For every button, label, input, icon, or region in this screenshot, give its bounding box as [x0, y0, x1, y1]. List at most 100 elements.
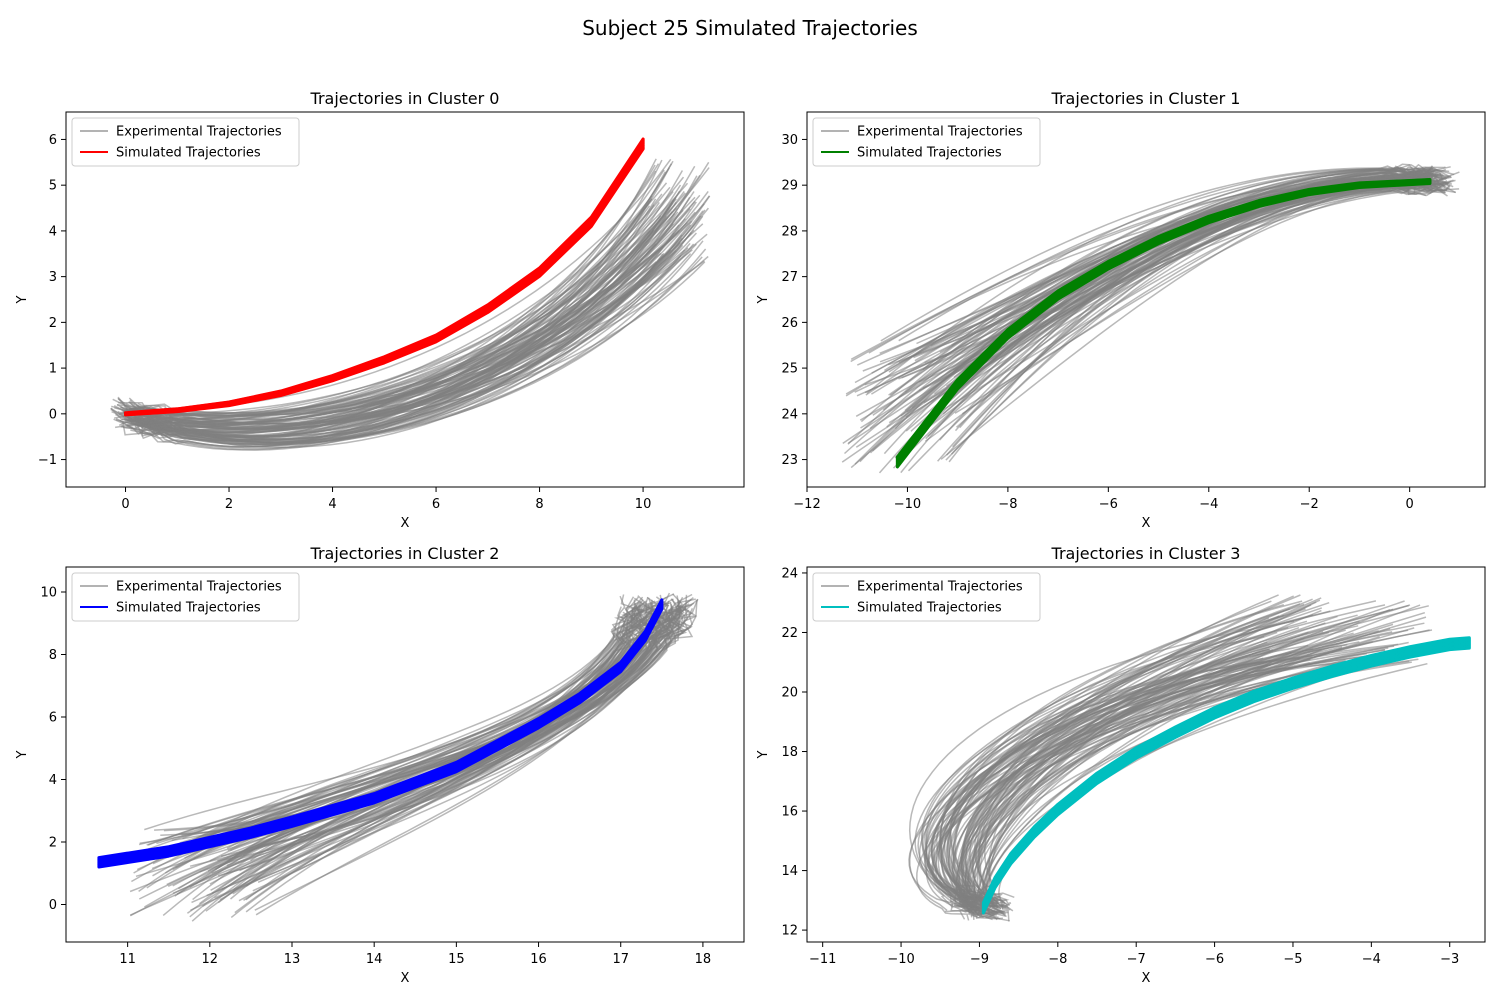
legend: Experimental Trajectories Simulated Traje…	[812, 117, 1041, 167]
x-axis-label: X	[1142, 971, 1151, 986]
y-tick-label: 16	[781, 805, 798, 820]
legend-box	[812, 572, 1041, 622]
experimental-trajectory	[939, 635, 1265, 912]
x-tick-label: 10	[635, 497, 652, 512]
y-axis-label: Y	[15, 295, 30, 304]
subplot-title: Trajectories in Cluster 3	[1051, 544, 1241, 563]
experimental-trajectory	[944, 645, 1395, 901]
experimental-trajectory	[953, 598, 1313, 911]
x-tick-label: −8	[1048, 952, 1067, 967]
experimental-trajectory	[130, 163, 660, 438]
experimental-trajectory	[134, 244, 664, 431]
legend: Experimental Trajectories Simulated Traje…	[71, 572, 300, 622]
y-tick-label: 10	[40, 586, 57, 601]
experimental-trajectory	[256, 602, 667, 847]
experimental-trajectory	[945, 171, 1444, 387]
y-tick-label: 3	[49, 270, 57, 285]
legend-label-experimental: Experimental Trajectories	[857, 580, 1023, 595]
y-tick-label: 2	[49, 836, 57, 851]
x-tick-label: 17	[612, 952, 629, 967]
experimental-trajectory	[866, 165, 1421, 394]
x-tick-label: 14	[366, 952, 383, 967]
simulated-trajectory	[97, 601, 664, 862]
y-tick-label: 0	[49, 407, 57, 422]
experimental-trajectory	[134, 190, 685, 431]
y-tick-label: 28	[781, 224, 798, 239]
experimental-trajectory	[914, 626, 1289, 902]
x-tick-label: −8	[998, 497, 1017, 512]
legend-label-simulated: Simulated Trajectories	[857, 146, 1002, 161]
experimental-trajectory	[123, 213, 676, 427]
experimental-trajectory	[169, 596, 636, 854]
experimental-trajectory	[117, 255, 682, 425]
experimental-trajectory	[177, 610, 654, 856]
x-tick-label: 8	[535, 497, 543, 512]
subplot-cluster-2: 11 12 13 14 15 16 17 18 0 2 4 6 8 10 Trajectories in C…	[15, 544, 745, 986]
experimental-trajectory	[925, 604, 1409, 907]
legend-box	[71, 572, 300, 622]
y-tick-label: 25	[781, 362, 798, 377]
plot-area	[97, 592, 699, 922]
plot-area	[908, 594, 1471, 922]
y-axis-label: Y	[756, 295, 771, 304]
experimental-trajectory	[908, 649, 1415, 913]
experimental-trajectory	[932, 631, 1330, 919]
subplot-title: Trajectories in Cluster 0	[310, 89, 500, 108]
simulated-trajectories	[895, 178, 1432, 469]
x-tick-label: −10	[887, 952, 914, 967]
experimental-trajectory	[864, 170, 1446, 394]
experimental-trajectory	[880, 167, 1436, 342]
experimental-trajectories	[110, 158, 711, 451]
legend-box	[812, 117, 1041, 167]
x-tick-label: −11	[809, 952, 836, 967]
y-tick-label: 8	[49, 648, 57, 663]
experimental-trajectory	[924, 174, 1430, 442]
subplot-title: Trajectories in Cluster 1	[1051, 89, 1241, 108]
simulated-trajectory	[124, 140, 645, 415]
legend: Experimental Trajectories Simulated Traje…	[71, 117, 300, 167]
x-tick-label: 11	[119, 952, 136, 967]
y-axis-label: Y	[15, 750, 30, 759]
experimental-trajectory	[130, 251, 658, 430]
simulated-trajectory	[895, 178, 1432, 459]
y-tick-label: 24	[781, 407, 798, 422]
experimental-trajectory	[136, 601, 640, 871]
x-tick-label: −12	[793, 497, 820, 512]
experimental-trajectory	[110, 249, 672, 442]
experimental-trajectory	[133, 253, 692, 442]
plot-area	[841, 163, 1460, 474]
y-tick-label: 20	[781, 686, 798, 701]
x-tick-label: −6	[1099, 497, 1118, 512]
figure-title: Subject 25 Simulated Trajectories	[582, 16, 918, 40]
simulated-trajectories	[981, 636, 1471, 915]
experimental-trajectory	[929, 188, 1448, 424]
y-tick-label: 26	[781, 316, 798, 331]
y-tick-label: 23	[781, 453, 798, 468]
x-tick-label: −3	[1440, 952, 1459, 967]
x-tick-label: −7	[1127, 952, 1146, 967]
legend-box	[71, 117, 300, 167]
experimental-trajectory	[916, 611, 1426, 921]
y-tick-label: 4	[49, 773, 57, 788]
experimental-trajectory	[239, 607, 662, 872]
experimental-trajectory	[960, 604, 1411, 915]
experimental-trajectory	[976, 599, 1321, 912]
simulated-trajectory	[981, 636, 1471, 905]
y-tick-label: 4	[49, 224, 57, 239]
x-tick-label: −10	[894, 497, 921, 512]
simulated-trajectory	[124, 137, 645, 415]
experimental-trajectory	[121, 176, 685, 442]
x-tick-label: 18	[695, 952, 712, 967]
x-axis-label: X	[1142, 516, 1151, 531]
x-tick-label: 12	[202, 952, 219, 967]
simulated-trajectory	[97, 607, 664, 868]
x-tick-label: −9	[970, 952, 989, 967]
experimental-trajectory	[937, 601, 1330, 915]
experimental-trajectory	[243, 600, 670, 902]
axes-frame	[65, 111, 745, 488]
experimental-trajectory	[962, 622, 1326, 910]
simulated-trajectories	[97, 598, 664, 869]
y-tick-label: 22	[781, 626, 798, 641]
